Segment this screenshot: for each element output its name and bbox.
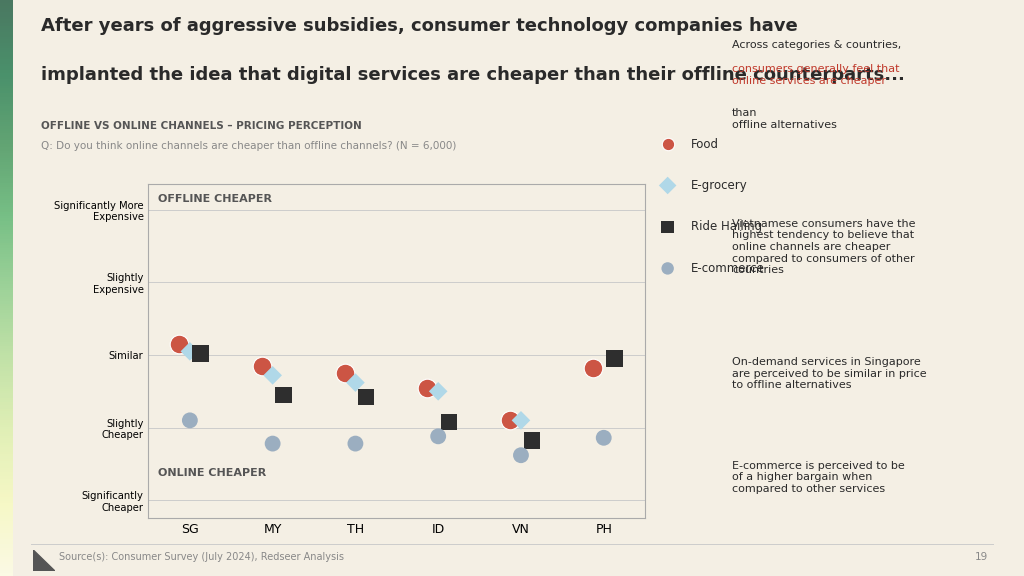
Text: E-commerce: E-commerce xyxy=(691,262,765,275)
Text: E-grocery: E-grocery xyxy=(691,179,748,192)
Point xyxy=(513,416,529,425)
Text: OFFLINE CHEAPER: OFFLINE CHEAPER xyxy=(159,194,272,204)
Text: OFFLINE VS ONLINE CHANNELS – PRICING PERCEPTION: OFFLINE VS ONLINE CHANNELS – PRICING PER… xyxy=(41,121,361,131)
Text: than
offline alternatives: than offline alternatives xyxy=(732,108,837,130)
Point xyxy=(440,417,457,426)
Point xyxy=(264,439,281,448)
Point xyxy=(347,439,364,448)
Point xyxy=(181,347,198,356)
Polygon shape xyxy=(33,550,55,571)
Point xyxy=(523,436,540,445)
Point xyxy=(659,181,676,190)
Point xyxy=(264,371,281,380)
Text: Ride Hailing: Ride Hailing xyxy=(691,221,762,233)
Point xyxy=(659,139,676,149)
Text: Q: Do you think online channels are cheaper than offline channels? (N = 6,000): Q: Do you think online channels are chea… xyxy=(41,141,457,151)
Point xyxy=(596,433,612,442)
Text: Source(s): Consumer Survey (July 2024), Redseer Analysis: Source(s): Consumer Survey (July 2024), … xyxy=(59,552,344,562)
Point xyxy=(606,354,623,363)
Point xyxy=(358,392,375,401)
Text: consumers generally feel that
online services are cheaper: consumers generally feel that online ser… xyxy=(732,65,900,86)
Point xyxy=(181,416,198,425)
Text: Across categories & countries,: Across categories & countries, xyxy=(732,40,901,50)
Point xyxy=(419,383,435,392)
Point xyxy=(659,222,676,232)
Text: Food: Food xyxy=(691,138,719,150)
Point xyxy=(254,361,270,370)
Text: implanted the idea that digital services are cheaper than their offline counterp: implanted the idea that digital services… xyxy=(41,66,905,84)
Point xyxy=(502,416,518,425)
Point xyxy=(585,363,601,373)
Text: After years of aggressive subsidies, consumer technology companies have: After years of aggressive subsidies, con… xyxy=(41,17,798,35)
Text: 19: 19 xyxy=(975,552,988,562)
Point xyxy=(275,391,292,400)
Point xyxy=(513,450,529,460)
Point xyxy=(430,432,446,441)
Text: On-demand services in Singapore
are perceived to be similar in price
to offline : On-demand services in Singapore are perc… xyxy=(732,357,927,391)
Point xyxy=(430,386,446,396)
Point xyxy=(347,378,364,387)
Point xyxy=(193,349,209,358)
Text: Vietnamese consumers have the
highest tendency to believe that
online channels a: Vietnamese consumers have the highest te… xyxy=(732,219,915,275)
Point xyxy=(337,369,353,378)
Point xyxy=(659,264,676,273)
Point xyxy=(171,339,187,348)
Text: ONLINE CHEAPER: ONLINE CHEAPER xyxy=(159,468,266,478)
Text: E-commerce is perceived to be
of a higher bargain when
compared to other service: E-commerce is perceived to be of a highe… xyxy=(732,461,905,494)
